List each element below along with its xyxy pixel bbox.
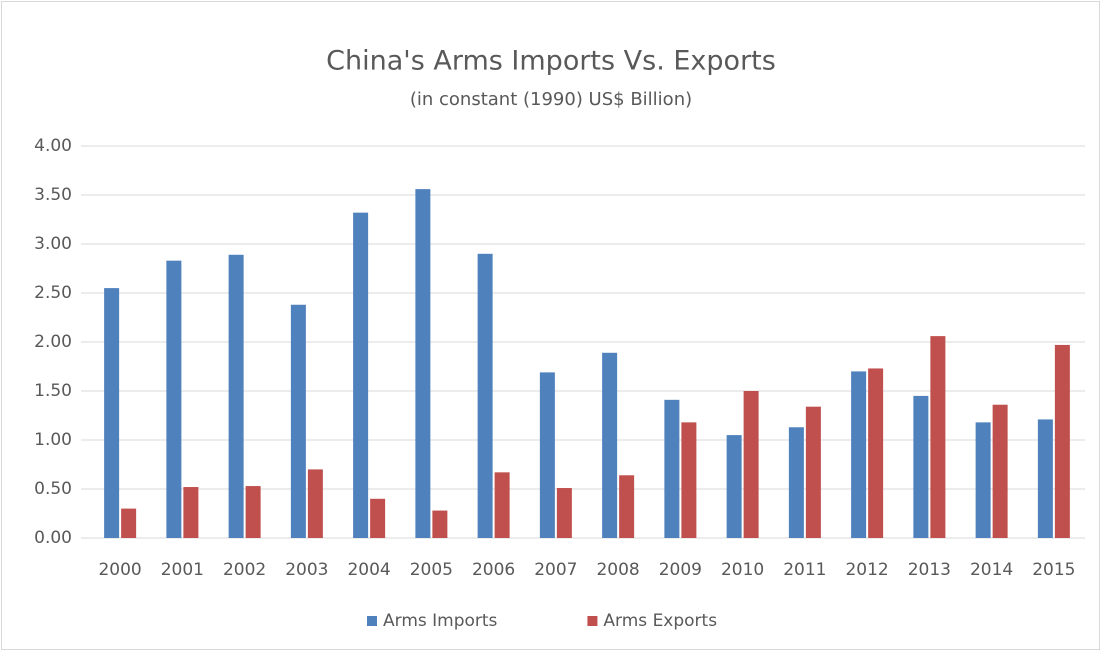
bar — [104, 288, 120, 538]
bar — [539, 372, 555, 538]
y-tick-label: 2.50 — [34, 283, 72, 303]
y-tick-label: 3.50 — [34, 185, 72, 205]
x-tick-label: 2011 — [783, 560, 826, 580]
bar — [913, 395, 929, 538]
bar — [370, 498, 386, 538]
y-tick-label: 3.00 — [34, 234, 72, 254]
bar — [992, 404, 1008, 538]
bar — [788, 427, 804, 538]
bar — [228, 254, 244, 538]
bar — [477, 253, 493, 539]
x-tick-label: 2002 — [223, 560, 266, 580]
x-tick-label: 2009 — [659, 560, 702, 580]
x-tick-label: 2012 — [845, 560, 888, 580]
bar — [183, 487, 199, 538]
y-tick-label: 1.00 — [34, 430, 72, 450]
bar — [245, 486, 261, 538]
bar — [726, 435, 742, 538]
x-tick-label: 2007 — [534, 560, 577, 580]
bar — [307, 469, 323, 538]
bar — [681, 422, 697, 538]
bar — [805, 406, 821, 538]
bar — [743, 391, 759, 538]
bar — [602, 352, 618, 538]
bar — [353, 212, 369, 538]
y-tick-label: 1.50 — [34, 381, 72, 401]
x-tick-label: 2013 — [908, 560, 951, 580]
bar — [1037, 419, 1053, 538]
bar — [494, 472, 510, 538]
x-tick-label: 2008 — [596, 560, 639, 580]
y-tick-label: 0.50 — [34, 479, 72, 499]
bar — [556, 488, 572, 538]
x-tick-label: 2006 — [472, 560, 515, 580]
bar — [619, 475, 635, 538]
bar — [1054, 344, 1070, 538]
bar — [930, 336, 946, 538]
legend-label: Arms Imports — [383, 611, 498, 631]
chart-title: China's Arms Imports Vs. Exports — [326, 46, 776, 77]
x-tick-label: 2010 — [721, 560, 764, 580]
bar — [432, 510, 448, 538]
x-tick-label: 2003 — [285, 560, 328, 580]
x-tick-label: 2000 — [98, 560, 141, 580]
y-tick-label: 0.00 — [34, 528, 72, 548]
bar — [975, 422, 991, 538]
x-tick-label: 2015 — [1032, 560, 1075, 580]
bar — [851, 371, 867, 538]
bar — [166, 260, 182, 538]
bar — [121, 508, 137, 538]
legend-label: Arms Exports — [603, 611, 717, 631]
legend-swatch — [587, 616, 598, 626]
x-tick-label: 2014 — [970, 560, 1013, 580]
bar — [664, 399, 680, 538]
chart-subtitle: (in constant (1990) US$ Billion) — [410, 89, 692, 110]
y-tick-label: 2.00 — [34, 332, 72, 352]
x-tick-label: 2004 — [347, 560, 390, 580]
bar — [290, 304, 306, 538]
bar — [415, 189, 431, 538]
y-tick-label: 4.00 — [34, 136, 72, 156]
bar — [868, 368, 884, 538]
x-tick-label: 2005 — [410, 560, 453, 580]
x-tick-label: 2001 — [161, 560, 204, 580]
legend-swatch — [367, 616, 377, 626]
